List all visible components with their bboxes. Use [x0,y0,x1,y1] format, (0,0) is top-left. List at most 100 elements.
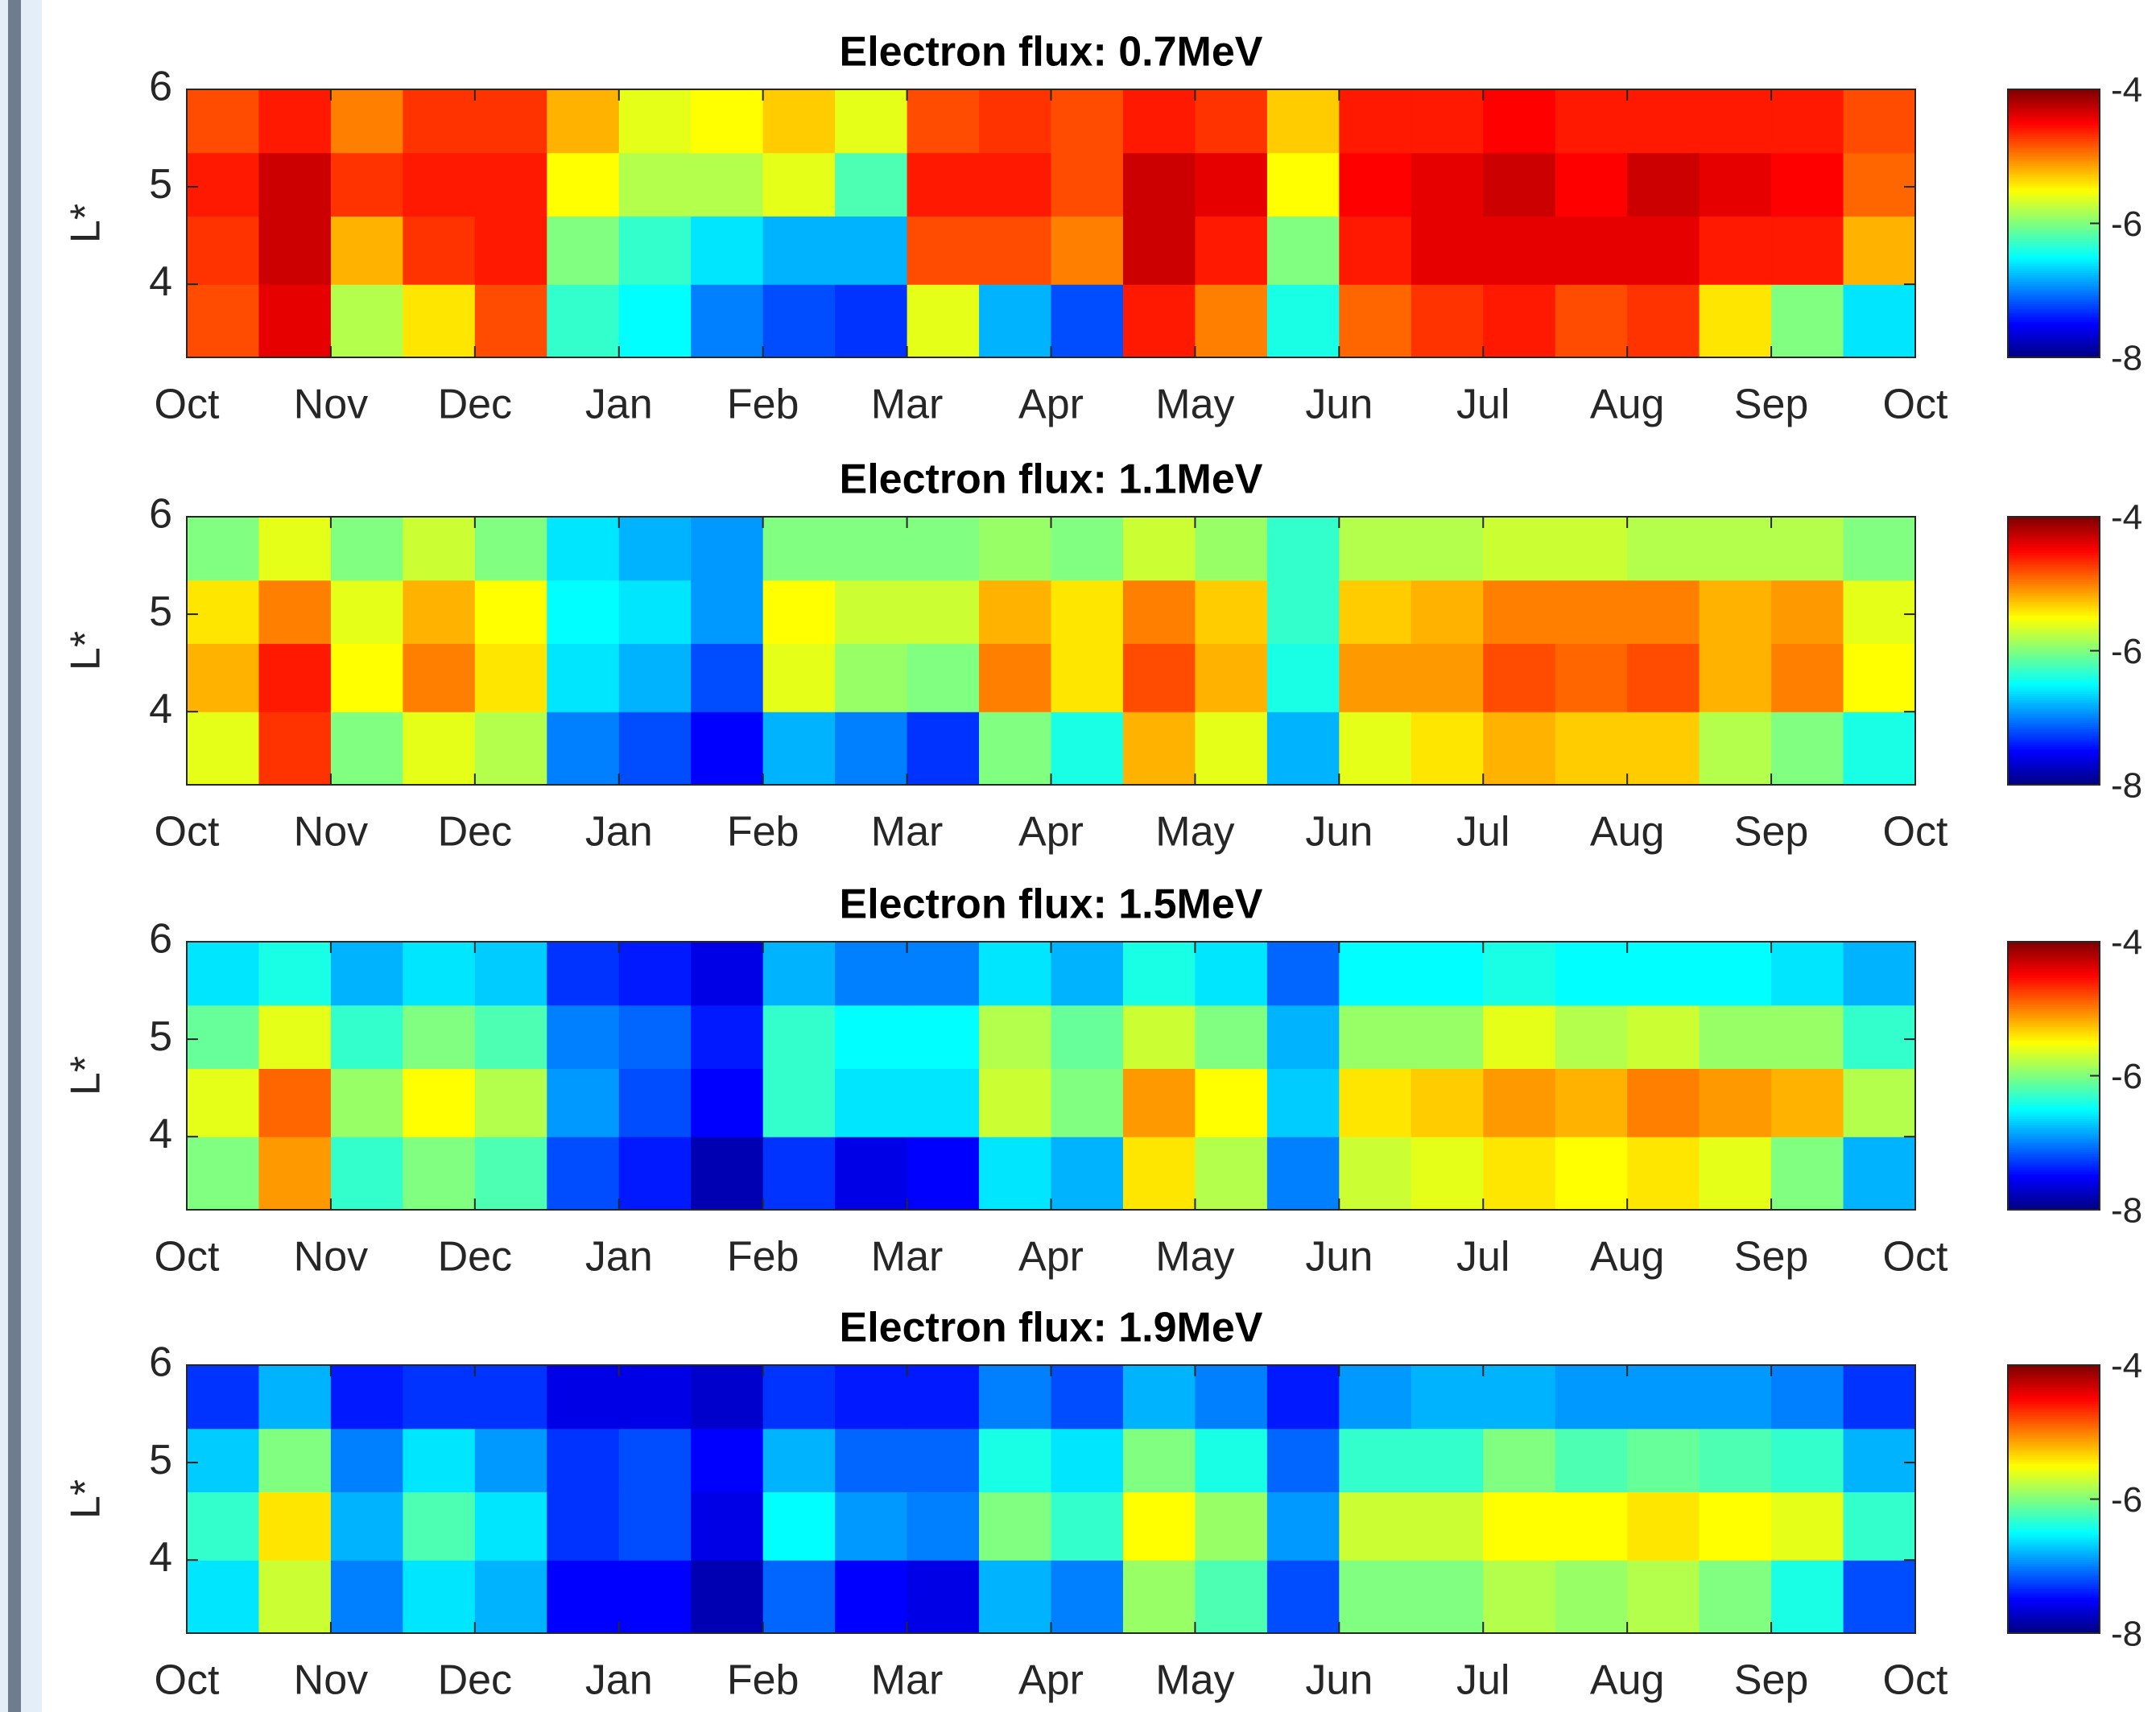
colorbar-band [2008,232,2100,235]
colorbar-band [2008,968,2100,972]
colorbar-band [2008,782,2100,786]
colorbar-band [2008,613,2100,616]
y-axis-label: L* [63,1056,109,1095]
y-tick-label: 5 [149,588,172,635]
colorbar-band [2008,670,2100,674]
colorbar-band [2008,984,2100,988]
colorbar-band [2008,704,2100,707]
colorbar-band [2008,1541,2100,1545]
colorbar-band [2008,1389,2100,1392]
heatmap-cell [618,284,692,358]
heatmap-cell [1699,216,1772,285]
colorbar-band [2008,1611,2100,1614]
colorbar-band [2008,1472,2100,1475]
colorbar-band [2008,1031,2100,1034]
colorbar-band [2008,675,2100,679]
colorbar-band [2008,1525,2100,1529]
heatmap-cell [258,1560,332,1634]
x-tick-label: Feb [727,1234,799,1281]
colorbar-band [2008,283,2100,287]
heatmap-cell [1627,712,1700,786]
y-tick-label: 4 [149,1534,172,1581]
colorbar-band [2008,1617,2100,1620]
colorbar-band [2008,1476,2100,1480]
heatmap-cell [1122,580,1196,645]
x-tick-label: Oct [155,1234,220,1281]
colorbar-band [2008,1458,2100,1462]
colorbar-band [2008,229,2100,233]
colorbar-band [2008,107,2100,110]
colorbar-band [2008,1153,2100,1157]
heatmap-cell [618,152,692,217]
heatmap-cell [330,1005,403,1070]
colorbar-band [2008,1445,2100,1449]
colorbar-band [2008,532,2100,535]
heatmap-cell [330,1491,403,1561]
colorbar-band [2008,1429,2100,1433]
chart-title: Electron flux: 1.1MeV [840,456,1263,503]
heatmap-cell [187,517,260,581]
colorbar-band [2008,546,2100,549]
colorbar-band [2008,563,2100,567]
colorbar-tick-label: -4 [2111,498,2142,538]
colorbar-band [2008,1120,2100,1124]
colorbar-band [2008,261,2100,265]
y-tick-label: 4 [149,1111,172,1157]
colorbar-band [2008,125,2100,128]
heatmap-cell [258,1068,332,1137]
colorbar-band [2008,1487,2100,1491]
heatmap-cell [258,1491,332,1561]
colorbar-band [2008,1053,2100,1057]
colorbar-band [2008,1093,2100,1097]
colorbar-band [2008,755,2100,759]
colorbar-band [2008,1058,2100,1061]
colorbar-band [2008,1454,2100,1458]
heatmap-cell [618,1005,692,1070]
heatmap-cell [1555,1428,1628,1493]
heatmap-cell [691,643,764,712]
colorbar-band [2008,745,2100,748]
colorbar-band [2008,1122,2100,1126]
heatmap-cell [1555,517,1628,581]
heatmap-cell [1843,942,1916,1006]
colorbar-band [2008,295,2100,298]
heatmap-cell [618,643,692,712]
colorbar-band [2008,1380,2100,1384]
colorbar-band [2008,1481,2100,1484]
colorbar-band [2008,1044,2100,1048]
x-tick-label: Nov [294,382,368,428]
colorbar-tick-label: -6 [2111,204,2142,244]
heatmap-cell [1627,1560,1700,1634]
heatmap-cell [907,517,980,581]
heatmap-cell [1627,517,1700,581]
colorbar-band [2008,131,2100,135]
colorbar-band [2008,1554,2100,1558]
heatmap-cell [187,580,260,645]
colorbar-band [2008,1512,2100,1516]
heatmap-cell [1483,1365,1556,1429]
colorbar-band [2008,624,2100,627]
colorbar-band [2008,1142,2100,1146]
colorbar-band [2008,223,2100,226]
colorbar-band [2008,1485,2100,1489]
colorbar-band [2008,1383,2100,1386]
heatmap-cell [187,1137,260,1211]
colorbar-band [2008,1180,2100,1184]
heatmap-cell [1122,1560,1196,1634]
heatmap-cell [474,1137,547,1211]
colorbar-band [2008,1470,2100,1473]
colorbar-band [2008,608,2100,612]
colorbar-band [2008,1133,2100,1137]
colorbar-band [2008,1196,2100,1199]
colorbar-band [2008,105,2100,108]
heatmap-cell [1771,89,1844,154]
colorbar-band [2008,1602,2100,1605]
heatmap-cell [1195,942,1268,1006]
colorbar-band [2008,737,2100,741]
colorbar-band [2008,1557,2100,1561]
colorbar-band [2008,639,2100,642]
colorbar-band [2008,1009,2100,1012]
colorbar-band [2008,650,2100,654]
colorbar-band [2008,1040,2100,1043]
